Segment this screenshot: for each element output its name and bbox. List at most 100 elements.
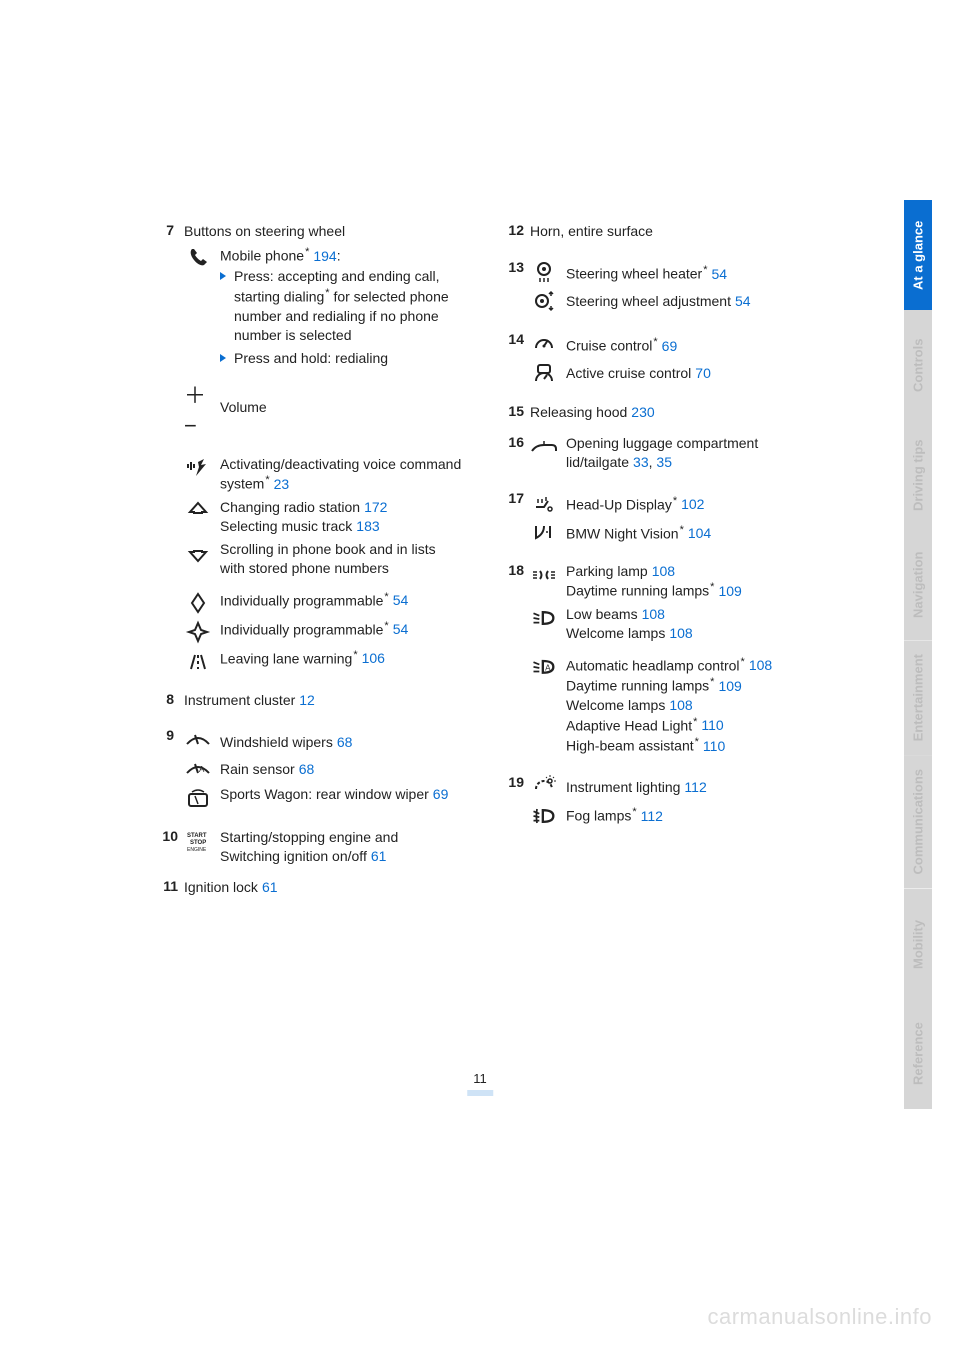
star-icon: * [632, 806, 636, 818]
page-ref[interactable]: 110 [701, 717, 723, 733]
page-ref[interactable]: 70 [695, 365, 711, 381]
page-ref[interactable]: 23 [274, 476, 290, 492]
page-ref[interactable]: 109 [718, 583, 741, 599]
svg-text:STOP: STOP [190, 840, 206, 846]
tab-navigation[interactable]: Navigation [904, 530, 932, 640]
page-ref[interactable]: 61 [262, 879, 278, 895]
active-cruise-icon [530, 360, 566, 385]
item-7: 7 Buttons on steering wheel [156, 222, 462, 241]
page-ref[interactable]: 54 [711, 266, 727, 282]
left-column: 7 Buttons on steering wheel Mobile phone… [156, 222, 466, 901]
page-ref[interactable]: 69 [662, 338, 678, 354]
item-number: 13 [502, 259, 530, 275]
page-ref[interactable]: 108 [669, 625, 692, 641]
page-ref[interactable]: 194 [313, 248, 336, 264]
row-prog1: Individually programmable*54 [156, 590, 462, 615]
phone-actions: Press: accepting and ending call, starti… [220, 267, 462, 367]
page-ref[interactable]: 61 [371, 848, 387, 864]
auto-headlamp-icon: A [530, 655, 566, 680]
item-title: Buttons on steering wheel [184, 222, 462, 241]
row-rear-wiper: Sports Wagon: rear window wiper69 [156, 785, 462, 810]
page-ref[interactable]: 69 [433, 786, 449, 802]
bullet-press: Press: accepting and ending call, starti… [220, 267, 462, 344]
hud-icon [530, 490, 566, 515]
page-ref[interactable]: 106 [362, 650, 385, 666]
page-ref[interactable]: 108 [669, 697, 692, 713]
tab-driving-tips[interactable]: Driving tips [904, 420, 932, 530]
item-number: 10 [156, 828, 184, 844]
item-number: 16 [502, 434, 530, 450]
star-icon: * [384, 591, 388, 603]
steering-heat-icon [530, 259, 566, 284]
steering-adjust-icon [530, 288, 566, 313]
night-vision-icon [530, 519, 566, 544]
star-icon: * [680, 524, 684, 536]
tab-controls[interactable]: Controls [904, 310, 932, 420]
row-volume: ＋− Volume [156, 384, 462, 437]
svg-text:A: A [545, 663, 551, 672]
star-icon: * [673, 495, 677, 507]
row-auto-headlamp: A Automatic headlamp control*108 Daytime… [502, 655, 808, 756]
cruise-icon [530, 331, 566, 356]
star-icon: * [693, 716, 697, 728]
item-10: 10 STARTSTOPENGINE Starting/stopping eng… [156, 828, 462, 866]
parking-lamp-icon [530, 562, 566, 587]
tab-communications[interactable]: Communications [904, 755, 932, 888]
item-number: 17 [502, 490, 530, 506]
page-ref[interactable]: 109 [718, 678, 741, 694]
lane-warning-icon [184, 648, 220, 673]
page-ref[interactable]: 108 [642, 606, 665, 622]
item-12: 12 Horn, entire surface [502, 222, 808, 241]
item-16: 16 Opening luggage compartment lid/tailg… [502, 434, 808, 472]
row-low-beam: Low beams108 Welcome lamps108 [502, 605, 808, 643]
page-ref[interactable]: 54 [393, 592, 409, 608]
page-ref[interactable]: 183 [356, 518, 379, 534]
voice-label: Activating/deactivating voice command sy… [220, 456, 461, 493]
page-ref[interactable]: 112 [641, 808, 663, 824]
item-11: 11 Ignition lock61 [156, 878, 462, 897]
triangle-bullet-icon [220, 354, 226, 362]
tab-mobility[interactable]: Mobility [904, 889, 932, 999]
tab-entertainment[interactable]: Entertainment [904, 640, 932, 755]
row-rain: A Rain sensor68 [156, 756, 462, 781]
tab-reference[interactable]: Reference [904, 999, 932, 1109]
page-ref[interactable]: 68 [299, 761, 315, 777]
page: At a glance Controls Driving tips Naviga… [0, 0, 960, 1358]
page-ref[interactable]: 54 [393, 621, 409, 637]
page-ref[interactable]: 35 [656, 454, 672, 470]
page-ref[interactable]: 104 [688, 525, 711, 541]
item-number: 18 [502, 562, 530, 578]
page-ref[interactable]: 230 [631, 404, 654, 420]
tab-at-a-glance[interactable]: At a glance [904, 200, 932, 310]
page-ref[interactable]: 68 [337, 734, 353, 750]
star-icon: * [741, 656, 745, 668]
page-number: 11 [467, 1071, 493, 1096]
diamond-outline-icon [184, 590, 220, 615]
item-14-cruise: 14 Cruise control*69 [502, 331, 808, 356]
row-radio-down: Scrolling in phone book and in lists wit… [156, 540, 462, 578]
item-number: 15 [502, 403, 530, 419]
page-ref[interactable]: 108 [749, 657, 772, 673]
item-19-instrument-lighting: 19 Instrument lighting112 [502, 774, 808, 799]
page-ref[interactable]: 172 [364, 499, 387, 515]
wiper-icon [184, 727, 220, 752]
svg-text:START: START [187, 833, 207, 839]
right-column: 12 Horn, entire surface 13 Steering whee… [498, 222, 808, 901]
row-voice: Activating/deactivating voice command sy… [156, 455, 462, 494]
item-number: 12 [502, 222, 530, 238]
voice-icon [184, 455, 220, 480]
row-prog2: Individually programmable*54 [156, 619, 462, 644]
mobile-phone-label: Mobile phone [220, 248, 304, 264]
fog-lamp-icon [530, 803, 566, 828]
row-lane: Leaving lane warning*106 [156, 648, 462, 673]
page-ref[interactable]: 108 [652, 563, 675, 579]
page-ref[interactable]: 112 [684, 779, 706, 795]
page-ref[interactable]: 12 [299, 692, 315, 708]
page-ref[interactable]: 33 [633, 454, 649, 470]
page-ref[interactable]: 54 [735, 293, 751, 309]
star-icon: * [305, 246, 309, 258]
page-ref[interactable]: 110 [703, 738, 725, 754]
arrow-down-icon [184, 540, 220, 565]
rain-sensor-icon: A [184, 756, 220, 781]
page-ref[interactable]: 102 [681, 496, 704, 512]
